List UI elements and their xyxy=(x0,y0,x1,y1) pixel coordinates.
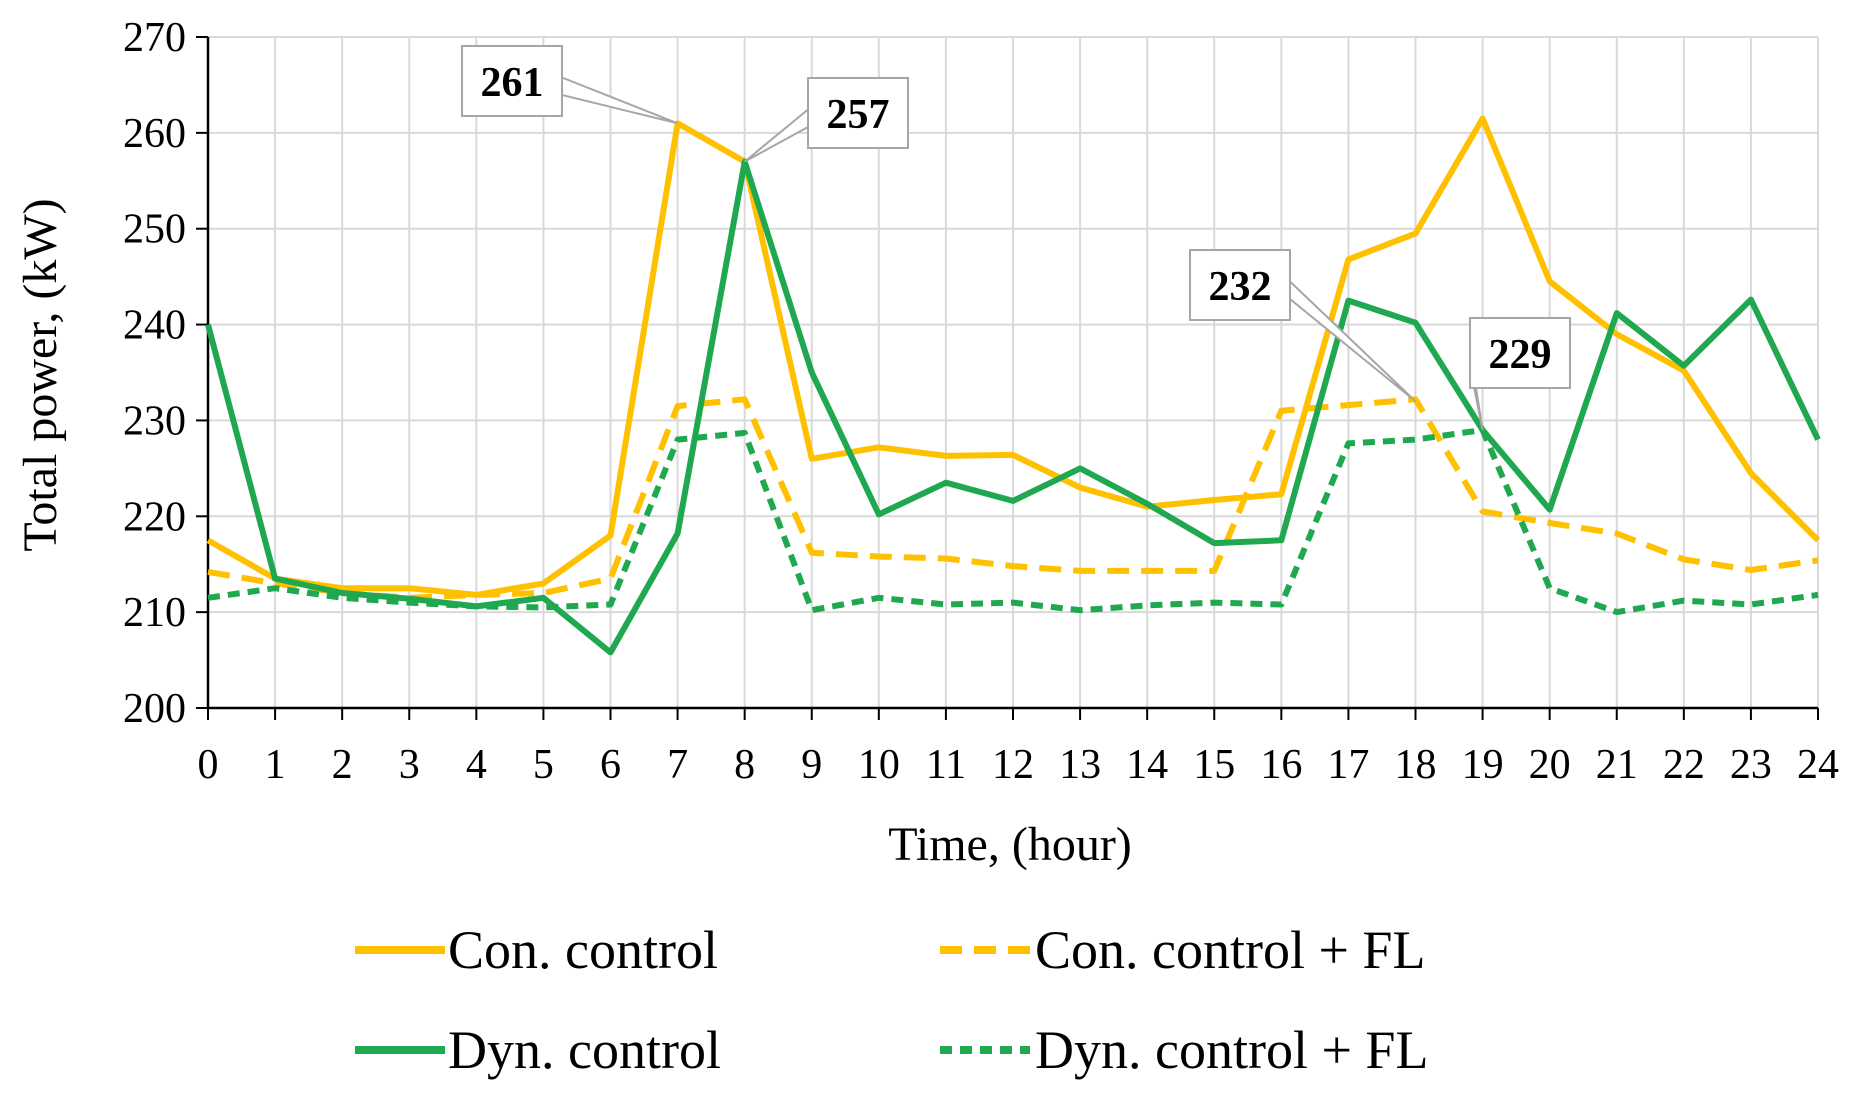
x-tick-label: 8 xyxy=(734,742,755,788)
x-tick-label: 15 xyxy=(1193,742,1235,788)
x-tick-label: 6 xyxy=(600,742,621,788)
series-line-con-control-fl xyxy=(207,396,1819,601)
x-tick-label: 3 xyxy=(399,742,420,788)
callout-pointer xyxy=(561,76,678,125)
callout-box xyxy=(807,77,909,149)
x-tick-labels: 0 1 2 3 4 5 6 7 8 9 10 11 12 13 14 15 16 17 18 19 20 21 22 23 24 xyxy=(198,742,1840,788)
callout-261: 261 xyxy=(461,45,678,125)
x-tick-label: 4 xyxy=(466,742,487,788)
x-tick-label: 13 xyxy=(1059,742,1101,788)
gridlines xyxy=(208,36,1819,708)
callout-box xyxy=(1189,249,1291,321)
x-tick-label: 18 xyxy=(1395,742,1437,788)
legend: Con. control Con. control + FL Dyn. cont… xyxy=(355,920,1428,1080)
x-tick-label: 16 xyxy=(1260,742,1302,788)
x-tick-label: 20 xyxy=(1529,742,1571,788)
legend-label-con-control: Con. control xyxy=(448,920,718,980)
callout-257: 257 xyxy=(744,77,909,163)
axes xyxy=(196,36,1819,720)
callout-232: 232 xyxy=(1189,249,1417,403)
y-tick-label: 270 xyxy=(123,15,186,61)
x-tick-label: 2 xyxy=(332,742,353,788)
series-line-con-control xyxy=(206,115,1821,598)
x-tick-label: 10 xyxy=(858,742,900,788)
x-tick-label: 11 xyxy=(926,742,966,788)
series-line-dyn-control xyxy=(205,158,1821,656)
legend-label-dyn-control-fl: Dyn. control + FL xyxy=(1035,1020,1428,1080)
x-tick-label: 5 xyxy=(533,742,554,788)
x-tick-label: 7 xyxy=(667,742,688,788)
x-tick-label: 22 xyxy=(1663,742,1705,788)
y-tick-label: 240 xyxy=(123,303,186,349)
y-tick-label: 210 xyxy=(123,590,186,636)
y-tick-label: 260 xyxy=(123,111,186,157)
x-tick-label: 1 xyxy=(265,742,286,788)
y-tick-label: 230 xyxy=(123,398,186,444)
callout-box xyxy=(461,45,563,117)
callout-229: 229 xyxy=(1469,317,1571,431)
x-tick-label: 14 xyxy=(1126,742,1168,788)
callout-box xyxy=(1469,317,1571,389)
callout-label: 229 xyxy=(1489,332,1552,378)
callout-label: 261 xyxy=(481,60,544,106)
x-tick-label: 17 xyxy=(1327,742,1369,788)
legend-label-dyn-control: Dyn. control xyxy=(448,1020,721,1080)
callout-pointer xyxy=(744,107,809,163)
x-tick-label: 19 xyxy=(1462,742,1504,788)
x-axis-title: Time, (hour) xyxy=(888,818,1132,871)
y-tick-label: 220 xyxy=(123,494,186,540)
legend-label-con-control-fl: Con. control + FL xyxy=(1035,920,1425,980)
y-tick-label: 250 xyxy=(123,207,186,253)
peak-callouts: 261 257 232 229 xyxy=(461,45,1571,431)
y-axis-title: Total power, (kW) xyxy=(14,198,67,551)
callout-label: 257 xyxy=(827,92,890,138)
series-lines xyxy=(205,115,1821,656)
x-tick-label: 9 xyxy=(801,742,822,788)
x-tick-label: 21 xyxy=(1596,742,1638,788)
x-tick-label: 12 xyxy=(992,742,1034,788)
x-tick-label: 24 xyxy=(1797,742,1839,788)
x-tick-label: 0 xyxy=(198,742,219,788)
y-tick-labels: 200 210 220 230 240 250 260 270 xyxy=(123,15,186,732)
x-tick-label: 23 xyxy=(1730,742,1772,788)
callout-label: 232 xyxy=(1209,264,1272,310)
y-tick-label: 200 xyxy=(123,686,186,732)
